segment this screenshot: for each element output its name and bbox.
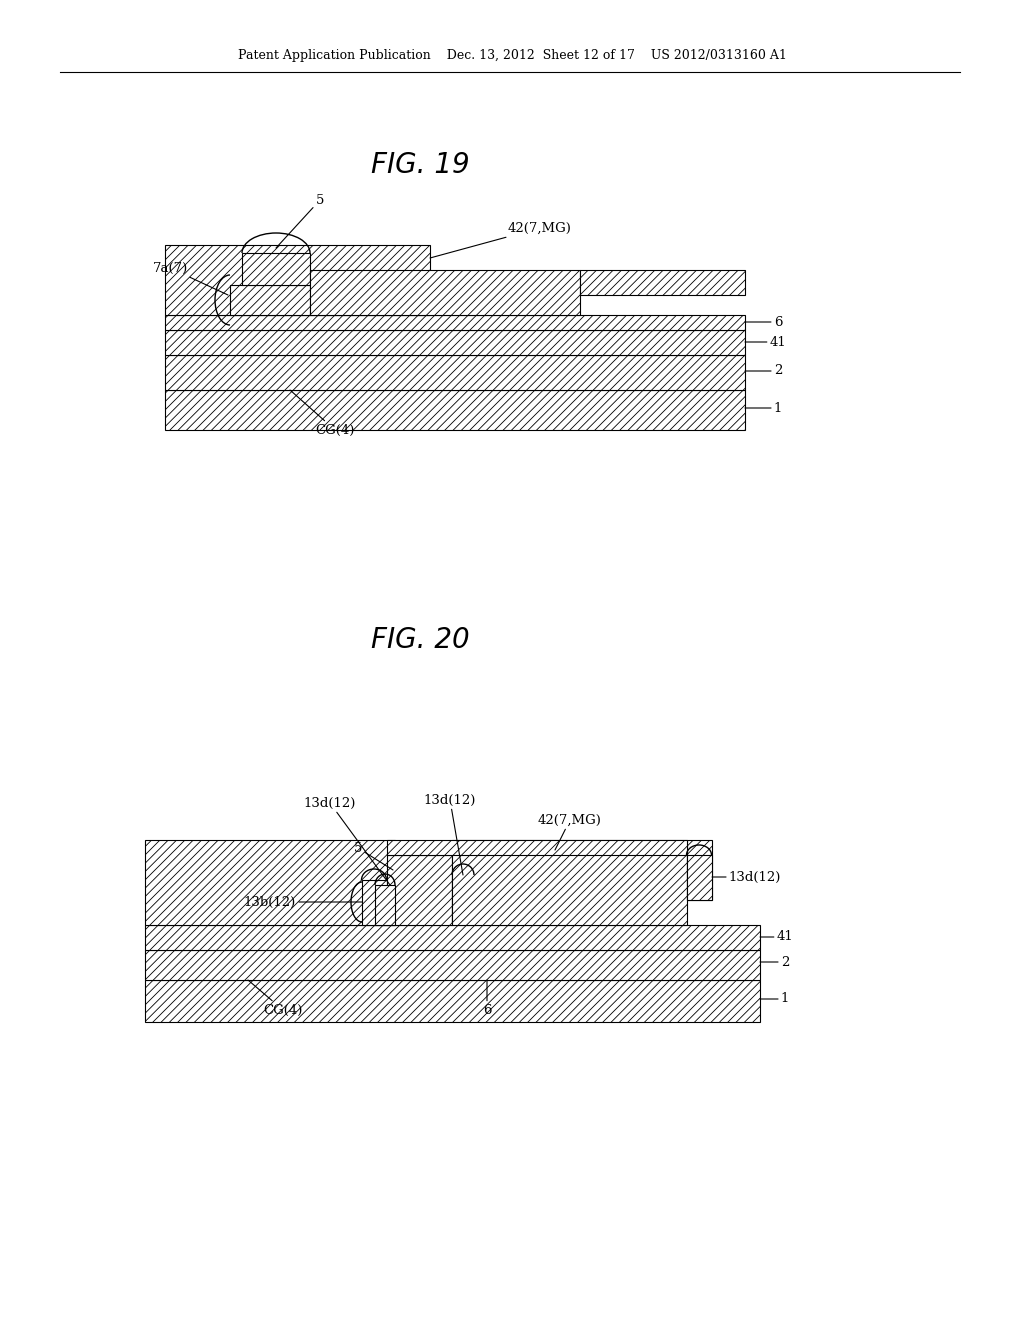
Text: 5: 5 (354, 842, 393, 870)
Bar (165, 330, 745, 355)
Bar (452, 840, 687, 925)
Bar (310, 271, 580, 315)
Bar (145, 840, 395, 925)
Bar (165, 355, 745, 389)
Bar (387, 840, 687, 855)
Bar (165, 389, 745, 430)
Text: 2: 2 (745, 364, 782, 378)
Bar (387, 855, 452, 925)
Text: 41: 41 (760, 931, 794, 944)
Text: 13d(12): 13d(12) (304, 796, 390, 884)
Bar (687, 855, 712, 900)
Text: CG(4): CG(4) (290, 389, 354, 437)
Text: Patent Application Publication    Dec. 13, 2012  Sheet 12 of 17    US 2012/03131: Patent Application Publication Dec. 13, … (238, 49, 786, 62)
Text: 5: 5 (276, 194, 325, 248)
Text: 1: 1 (745, 401, 782, 414)
Text: 41: 41 (745, 335, 786, 348)
Bar (242, 253, 310, 285)
Bar (362, 880, 387, 925)
Bar (145, 950, 760, 979)
Bar (145, 925, 760, 950)
Text: 6: 6 (482, 979, 492, 1016)
Text: CG(4): CG(4) (248, 979, 303, 1016)
Bar (145, 979, 760, 1022)
Text: 2: 2 (760, 956, 790, 969)
Text: 6: 6 (745, 315, 782, 329)
Text: 13d(12): 13d(12) (424, 793, 476, 875)
Text: FIG. 20: FIG. 20 (371, 626, 469, 653)
Text: 1: 1 (760, 993, 790, 1006)
Text: 7a(7): 7a(7) (153, 261, 228, 294)
Bar (452, 875, 474, 923)
Bar (230, 285, 310, 315)
Text: FIG. 19: FIG. 19 (371, 150, 469, 180)
Text: 13b(12): 13b(12) (244, 895, 362, 908)
Bar (580, 271, 745, 294)
Bar (165, 315, 745, 330)
Bar (375, 884, 395, 925)
Bar (165, 246, 430, 315)
Bar (687, 840, 712, 900)
Text: 42(7,MG): 42(7,MG) (430, 222, 572, 257)
Text: 13d(12): 13d(12) (712, 870, 781, 883)
Text: 42(7,MG): 42(7,MG) (538, 813, 602, 850)
